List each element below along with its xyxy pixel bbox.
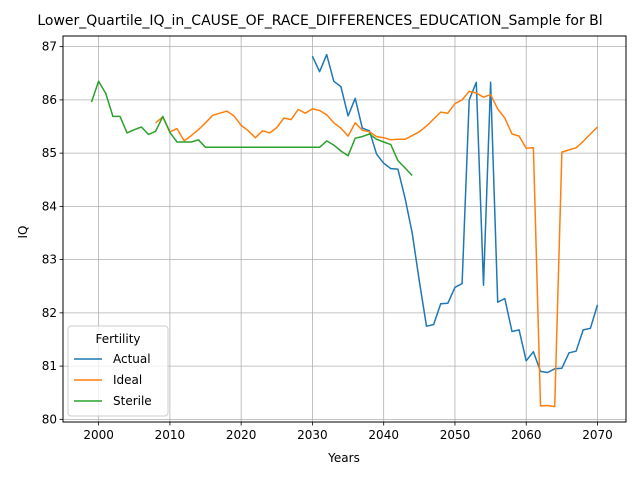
legend: Fertility Actual Ideal Sterile (67, 325, 169, 417)
x-axis-label: Years (327, 451, 360, 465)
x-tick-label: 2070 (582, 428, 613, 442)
x-tick-label: 2000 (83, 428, 114, 442)
y-tick-label: 81 (42, 359, 57, 373)
legend-label-ideal: Ideal (113, 373, 142, 387)
legend-box (67, 325, 169, 417)
x-tick-label: 2010 (155, 428, 186, 442)
legend-label-sterile: Sterile (113, 394, 152, 408)
plot-frame (62, 35, 627, 423)
y-axis-ticks: 80 81 82 83 84 85 86 87 (42, 40, 63, 426)
x-tick-label: 2050 (440, 428, 471, 442)
x-tick-label: 2040 (368, 428, 399, 442)
y-axis-label: IQ (16, 226, 30, 239)
x-tick-label: 2060 (511, 428, 542, 442)
chart-title: Lower_Quartile_IQ_in_CAUSE_OF_RACE_DIFFE… (37, 13, 602, 29)
y-tick-label: 87 (42, 40, 57, 54)
y-tick-label: 80 (42, 412, 57, 426)
legend-title: Fertility (95, 332, 140, 346)
y-tick-label: 83 (42, 253, 57, 267)
x-axis-ticks: 2000 2010 2020 2030 2040 2050 2060 2070 (83, 422, 613, 442)
series-layer (90, 53, 599, 408)
y-tick-label: 85 (42, 146, 57, 160)
series-line-sterile (90, 80, 413, 177)
y-tick-label: 82 (42, 306, 57, 320)
legend-label-actual: Actual (113, 352, 151, 366)
y-tick-label: 84 (42, 199, 57, 213)
series-line-ideal (155, 90, 599, 408)
y-tick-label: 86 (42, 93, 57, 107)
x-tick-label: 2030 (297, 428, 328, 442)
x-tick-label: 2020 (226, 428, 257, 442)
series-line-actual (311, 53, 599, 374)
legend-entries: Actual Ideal Sterile (74, 352, 152, 408)
